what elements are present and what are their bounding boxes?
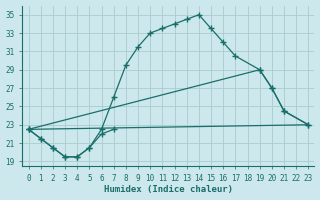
X-axis label: Humidex (Indice chaleur): Humidex (Indice chaleur) [104,185,233,194]
